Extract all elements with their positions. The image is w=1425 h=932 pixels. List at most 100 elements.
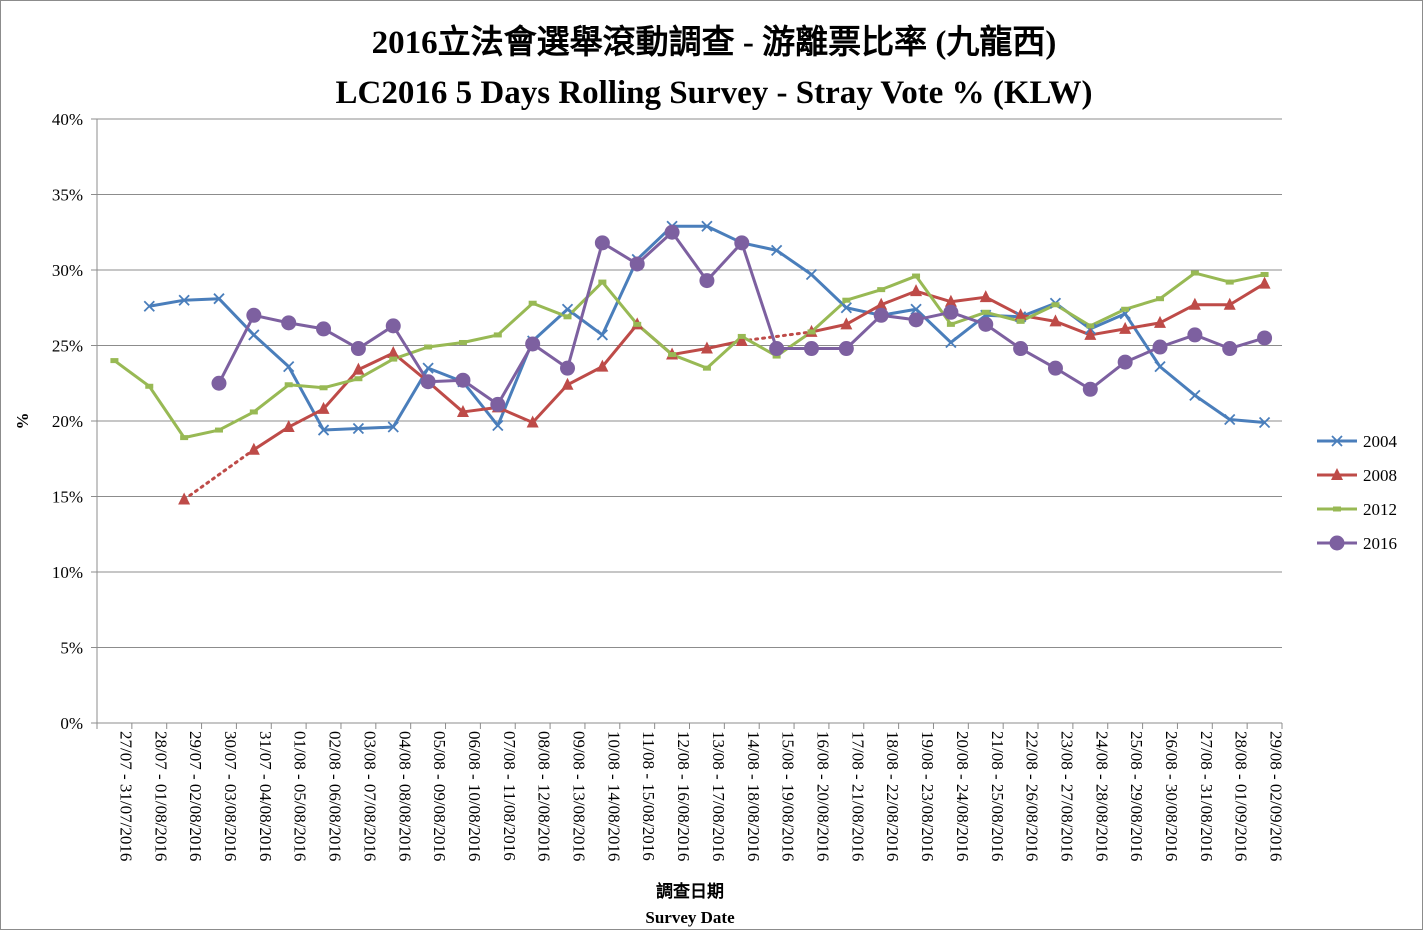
legend-label: 2008: [1363, 466, 1397, 485]
data-point-2012: [249, 409, 258, 415]
x-tick-label: 06/08 - 10/08/2016: [465, 731, 484, 861]
y-tick-labels: 0% 5% 10% 15% 20% 25% 30% 35% 40%: [52, 110, 83, 733]
axes: [91, 118, 1283, 729]
data-point-2008: [944, 294, 957, 307]
data-point-2004: [910, 303, 922, 315]
x-tick-label: 23/08 - 27/08/2016: [1057, 731, 1076, 861]
y-tick-label: 15%: [52, 488, 83, 507]
data-point-2016: [560, 360, 576, 376]
data-point-2008: [1154, 315, 1167, 328]
x-tick-label: 13/08 - 17/08/2016: [709, 731, 728, 861]
data-point-2008: [1188, 297, 1201, 310]
gridlines: [97, 118, 1282, 648]
data-point-2008: [1119, 321, 1132, 334]
data-point-2016: [1013, 341, 1029, 357]
data-point-2016: [943, 304, 959, 320]
x-tick-label: 29/07 - 02/08/2016: [186, 731, 205, 861]
x-tick-label: 17/08 - 21/08/2016: [848, 731, 867, 861]
data-point-2008: [1258, 276, 1271, 289]
data-point-2016: [769, 341, 785, 357]
data-point-2008: [387, 346, 400, 359]
x-tick-label: 20/08 - 24/08/2016: [953, 731, 972, 861]
data-point-2016: [316, 321, 332, 337]
data-point-2016: [455, 372, 471, 388]
data-point-2004: [770, 244, 783, 257]
data-point-2008: [247, 442, 260, 455]
data-point-2008: [317, 401, 330, 414]
x-tick-label: 09/08 - 13/08/2016: [570, 731, 589, 861]
data-point-2016: [1082, 381, 1098, 397]
data-point-2004: [422, 362, 434, 374]
data-point-2004: [352, 422, 365, 435]
x-tick-label: 12/08 - 16/08/2016: [674, 731, 693, 861]
x-tick-label: 26/08 - 30/08/2016: [1162, 731, 1181, 861]
x-tick-label: 27/07 - 31/07/2016: [116, 731, 135, 861]
x-tick-label: 24/08 - 28/08/2016: [1092, 731, 1111, 861]
data-point-2016: [385, 318, 401, 334]
legend-marker: [1331, 435, 1343, 447]
data-point-2016: [1222, 341, 1238, 357]
x-tick-label: 28/08 - 01/09/2016: [1232, 731, 1251, 861]
x-tick-label: 08/08 - 12/08/2016: [535, 731, 554, 861]
data-point-2012: [214, 427, 223, 433]
data-point-2004: [492, 419, 504, 432]
x-tick-label: 15/08 - 19/08/2016: [779, 731, 798, 861]
data-point-2012: [563, 314, 572, 320]
data-point-2016: [803, 341, 819, 357]
data-point-2016: [838, 341, 854, 357]
data-point-2016: [281, 315, 297, 331]
data-point-2004: [1154, 361, 1166, 373]
y-tick-label: 5%: [60, 639, 83, 658]
data-point-2016: [246, 307, 262, 323]
data-point-2008: [561, 377, 574, 390]
data-point-2008: [1223, 297, 1236, 310]
x-tick-label: 22/08 - 26/08/2016: [1023, 731, 1042, 861]
series-line-2008: [811, 282, 1266, 337]
data-point-2008: [1084, 327, 1097, 340]
data-point-2008: [178, 492, 191, 505]
legend-item-2004: 2004: [1317, 432, 1398, 451]
data-point-2012: [598, 279, 607, 285]
data-point-2012: [180, 435, 189, 441]
x-tick-label: 11/08 - 15/08/2016: [639, 731, 658, 861]
x-tick-label: 02/08 - 06/08/2016: [326, 731, 345, 861]
data-point-2012: [458, 339, 467, 345]
x-tick-label: 30/07 - 03/08/2016: [221, 731, 240, 861]
data-point-2016: [978, 316, 994, 332]
data-point-2008: [596, 359, 609, 372]
data-point-2012: [424, 344, 433, 350]
data-point-2016: [211, 375, 227, 391]
data-point-2004: [701, 220, 713, 232]
data-point-2012: [145, 383, 154, 389]
x-tick-label: 07/08 - 11/08/2016: [500, 731, 519, 861]
x-tick-label: 14/08 - 18/08/2016: [744, 731, 763, 861]
data-point-2012: [493, 332, 502, 338]
legend-label: 2004: [1363, 432, 1398, 451]
data-point-2016: [1152, 339, 1168, 355]
data-point-2004: [283, 361, 295, 373]
data-point-2012: [389, 356, 398, 362]
data-point-2008: [1014, 308, 1027, 321]
data-point-2008: [1049, 314, 1062, 327]
data-point-2004: [317, 424, 330, 436]
legend-label: 2016: [1363, 534, 1397, 553]
data-point-2004: [805, 268, 818, 281]
legend-marker: [1333, 506, 1341, 512]
data-point-2004: [248, 329, 260, 341]
data-point-2012: [110, 358, 119, 364]
y-tick-label: 40%: [52, 110, 83, 129]
data-point-2016: [629, 256, 645, 272]
data-point-2008: [910, 284, 923, 297]
y-axis-title: %: [13, 413, 32, 430]
data-point-2012: [772, 353, 781, 359]
data-point-2016: [420, 374, 436, 390]
data-point-2004: [1258, 416, 1271, 429]
data-point-2012: [1016, 318, 1025, 324]
data-point-2012: [668, 352, 677, 358]
x-tick-labels: 27/07 - 31/07/2016 28/07 - 01/08/2016 29/0…: [116, 731, 1285, 861]
data-point-2008: [735, 333, 748, 346]
data-point-2012: [528, 300, 537, 306]
data-point-2012: [1086, 323, 1095, 329]
y-tick-label: 10%: [52, 563, 83, 582]
